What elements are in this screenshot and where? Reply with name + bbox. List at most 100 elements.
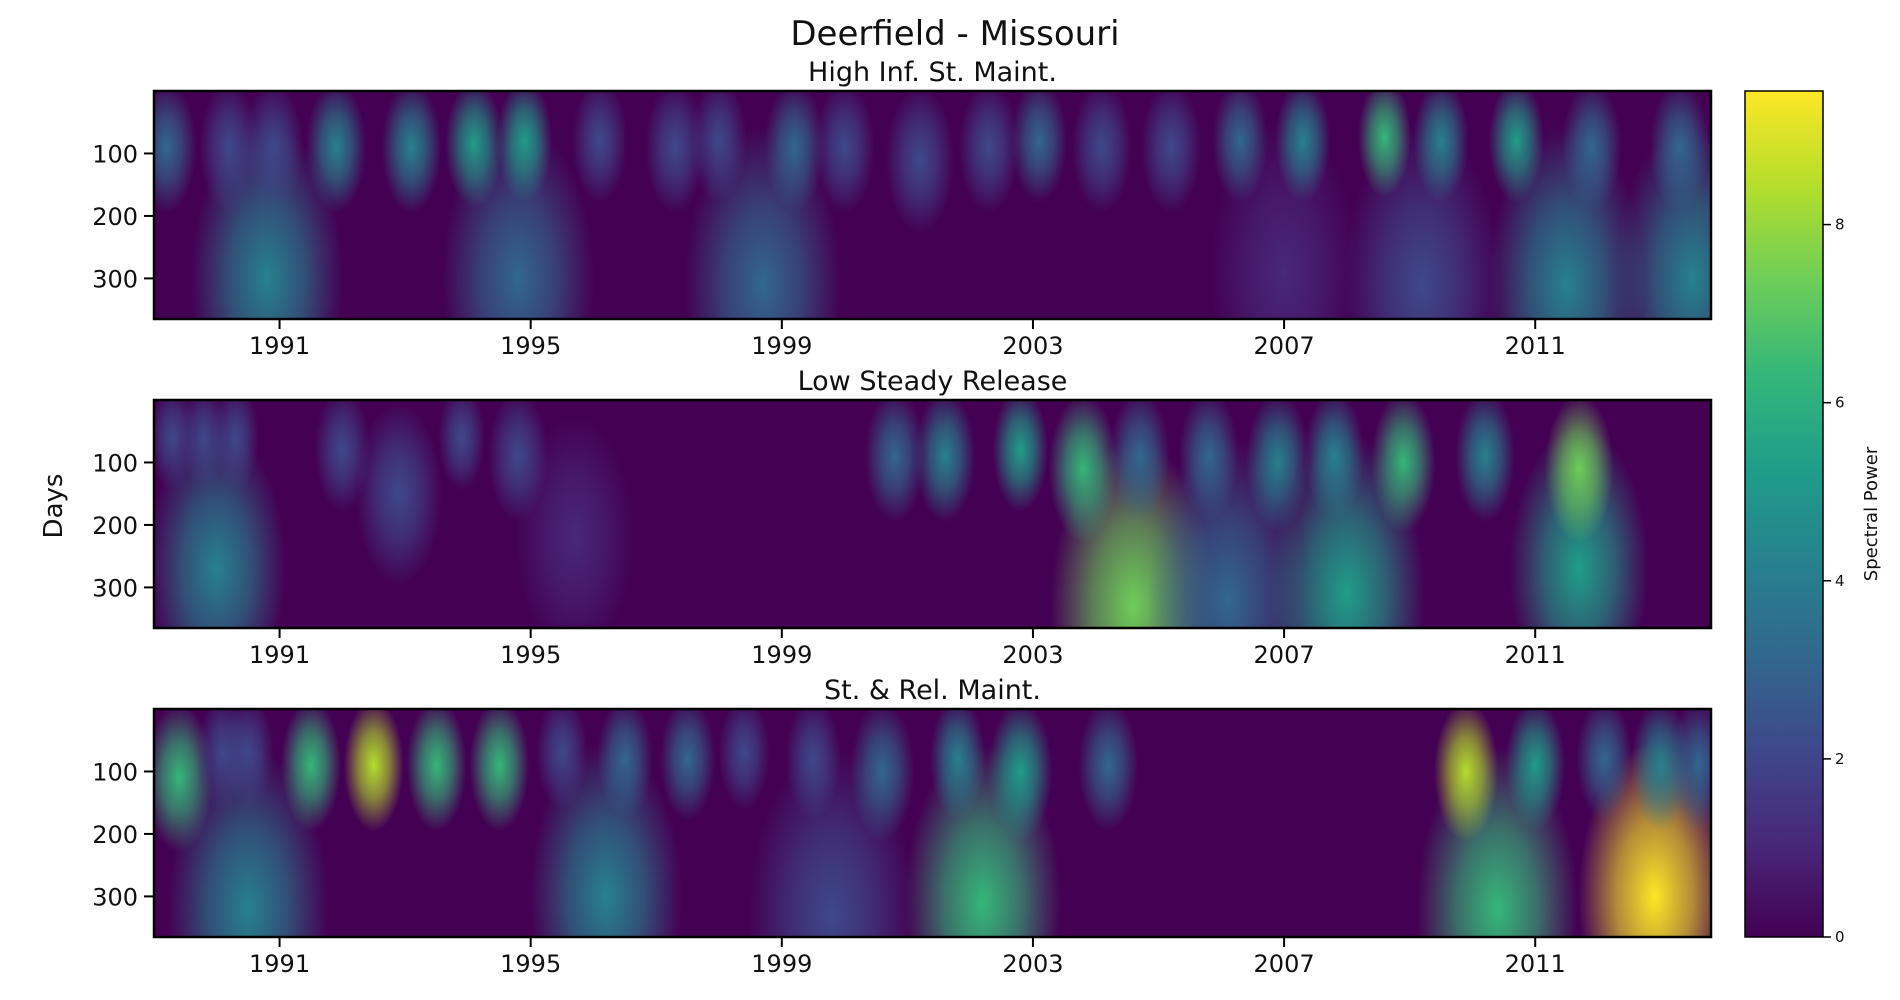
power-blob (572, 91, 628, 203)
x-tick-label: 2007 (1254, 950, 1315, 978)
power-blob (1109, 400, 1170, 522)
x-tick-label: 2011 (1505, 332, 1566, 360)
power-blob (959, 91, 1019, 213)
panel-1: High Inf. St. Maint. 100 200 300 1991 1995 199… (92, 57, 1713, 360)
power-blob (1505, 709, 1566, 831)
colorbar-tick-label: 2 (1835, 750, 1845, 768)
power-blob (1212, 91, 1268, 203)
y-tick-label: 300 (92, 883, 138, 911)
figure-title: Deerfield - Missouri (790, 14, 1119, 54)
power-blob (199, 91, 260, 213)
y-axis-label: Days (39, 474, 69, 539)
power-blob (381, 91, 442, 213)
x-tick-label: 1995 (500, 641, 561, 669)
power-blob (1413, 91, 1469, 203)
plot-frame (152, 398, 1713, 630)
x-tick-label: 2003 (1002, 332, 1063, 360)
colorbar-tick-label: 4 (1835, 572, 1845, 590)
panel-3: St. & Rel. Maint. 100 200 300 1991 1995 1999 20… (92, 675, 1713, 978)
power-blob (718, 709, 770, 811)
power-blob (154, 91, 197, 213)
colorbar-gradient (1744, 90, 1824, 938)
power-blob (488, 400, 548, 522)
power-blob (988, 709, 1053, 842)
x-tick-label: 1995 (500, 332, 561, 360)
power-blob (438, 400, 485, 491)
y-tick-label: 100 (92, 758, 138, 786)
power-blob (306, 91, 366, 213)
x-tick-label: 2007 (1254, 332, 1315, 360)
power-blob (1011, 91, 1067, 203)
power-blob (1488, 91, 1544, 203)
power-blob (243, 91, 304, 213)
x-tick-label: 2003 (1002, 950, 1063, 978)
colorbar-tick-label: 8 (1835, 216, 1845, 234)
power-blob (915, 400, 975, 522)
x-tick-label: 1991 (249, 332, 310, 360)
power-blob (445, 91, 503, 208)
x-tick-label: 1991 (249, 641, 310, 669)
power-blob (691, 91, 747, 203)
colorbar-label: Spectral Power (1861, 446, 1882, 581)
plot-frame (152, 707, 1713, 939)
power-blob (314, 400, 370, 512)
power-blob (992, 400, 1048, 512)
power-blob (885, 91, 955, 234)
power-blob (406, 709, 467, 831)
x-tick-label: 2007 (1254, 641, 1315, 669)
power-blob (1455, 400, 1515, 522)
power-blob (1649, 91, 1710, 213)
y-tick-label: 200 (92, 512, 138, 540)
power-blob (1048, 400, 1118, 543)
y-tick-label: 300 (92, 574, 138, 602)
x-tick-label: 1995 (500, 950, 561, 978)
power-blob (1078, 709, 1139, 831)
x-tick-label: 2011 (1505, 950, 1566, 978)
colorbar-tick-label: 0 (1835, 928, 1845, 946)
power-blob (850, 709, 915, 842)
power-blob (1358, 91, 1412, 198)
y-tick-label: 100 (92, 449, 138, 477)
colorbar: 0 2 4 6 8 Spectral Power (1744, 90, 1882, 946)
power-blob (212, 400, 259, 491)
power-blob (785, 709, 841, 821)
power-blob (222, 709, 274, 811)
x-tick-label: 2011 (1505, 641, 1566, 669)
power-blob (1576, 709, 1632, 821)
y-tick-label: 100 (92, 140, 138, 168)
power-blob (660, 709, 716, 821)
colorbar-tick-label: 6 (1835, 394, 1845, 412)
power-blob (1561, 91, 1622, 213)
power-blob (355, 402, 442, 585)
x-tick-label: 1999 (751, 950, 812, 978)
power-blob (343, 709, 404, 831)
power-blob (1304, 400, 1365, 522)
power-blob (1072, 91, 1132, 213)
power-blob (1668, 709, 1711, 831)
x-tick-label: 1991 (249, 950, 310, 978)
power-blob (814, 91, 875, 213)
y-tick-label: 300 (92, 265, 138, 293)
power-blob (645, 91, 705, 213)
power-blob (1371, 400, 1436, 533)
power-blob (764, 91, 825, 213)
panel-title: St. & Rel. Maint. (824, 675, 1041, 706)
panels: High Inf. St. Maint. 100 200 300 1991 1995 199… (92, 57, 1713, 978)
power-blob (1544, 400, 1614, 543)
power-blob (597, 709, 653, 821)
x-tick-label: 1999 (751, 332, 812, 360)
power-blob (1434, 709, 1499, 842)
y-tick-label: 200 (92, 821, 138, 849)
y-tick-label: 200 (92, 203, 138, 231)
power-blob (496, 91, 553, 203)
power-blob (1178, 400, 1239, 522)
x-tick-label: 2003 (1002, 641, 1063, 669)
panel-title: High Inf. St. Maint. (808, 57, 1057, 88)
power-blob (536, 709, 588, 811)
power-blob (1275, 91, 1331, 203)
power-blob (865, 400, 925, 522)
power-blob (930, 709, 986, 821)
plot-frame (152, 89, 1713, 321)
panel-2: Low Steady Release 100 200 300 1991 1995 1999 2… (92, 366, 1713, 669)
